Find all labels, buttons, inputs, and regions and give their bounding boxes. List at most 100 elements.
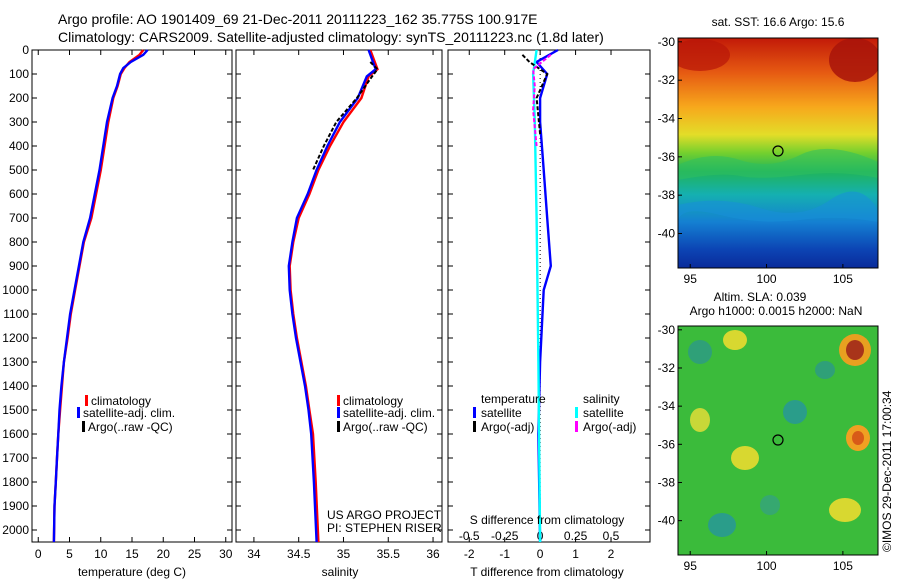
x-tick-label: 2 [608,547,615,561]
legend-label-sal-satellite: satellite [583,406,624,420]
series-line [531,49,542,543]
map-x-tick-label: 105 [833,272,853,286]
sla-anomaly [723,330,747,350]
map-x-tick-label: 100 [757,272,777,286]
x-tick-label: 5 [66,547,73,561]
salinity-series [287,49,379,543]
x-tick-label: 0 [537,547,544,561]
series-line [521,54,549,135]
sst-warm-core [829,38,878,82]
legend-swatch-sal-satellite [575,407,578,418]
map-y-tick-label: -32 [658,73,676,87]
map-y-tick-label: -36 [658,437,676,451]
series-line [52,49,149,543]
map-y-tick-label: -40 [658,227,676,241]
temperature-legend: climatology satellite-adj. clim. Argo(..… [77,394,175,434]
y-tick-label: 0 [22,43,29,57]
x-tick-label: 35.5 [377,547,401,561]
legend-header-salinity: salinity [583,392,620,406]
imos-timestamp: ©IMOS 29-Dec-2011 17:00:34 [880,390,894,552]
temperature-xlabel: temperature (deg C) [78,565,186,579]
legend-swatch-climatology [337,395,340,406]
legend-label-argo: Argo(..raw -QC) [343,420,428,434]
map-x-tick-label: 105 [833,559,853,573]
map-x-tick-label: 95 [684,559,698,573]
x-tick-label: -2 [464,547,475,561]
sla-anomaly [760,495,780,515]
legend-swatch-argo [337,421,340,432]
sst-map-features [678,38,878,222]
sla-map-ticks: 95 100 105 -30 -32 -34 -36 -38 -40 [658,323,854,573]
x2-tick-label: 0.5 [603,529,620,543]
x-tick-label: 0 [35,547,42,561]
difference-series [521,48,559,543]
map-x-tick-label: 95 [684,272,698,286]
x-tick-label: 10 [94,547,108,561]
legend-label-climatology: climatology [343,394,403,408]
difference-x2label: S difference from climatology [470,513,625,527]
y-tick-label: 1000 [2,283,29,297]
y-tick-label: 400 [9,139,29,153]
difference-xlabel: T difference from climatology [470,565,624,579]
salinity-legend: climatology satellite-adj. clim. Argo(..… [337,394,435,434]
legend-swatch-sal-argo [575,421,578,432]
temperature-panel: 0 5 10 15 20 25 300100200300400500600700800900… [2,43,232,579]
sla-map-subtitle: Argo h1000: 0.0015 h2000: NaN [690,304,863,318]
y-tick-label: 1500 [2,403,29,417]
legend-swatch-climatology [85,395,88,406]
pi-credit: PI: STEPHEN RISER [327,521,442,535]
difference-legend: temperature satellite Argo(-adj) salinit… [473,392,636,434]
legend-swatch-argo [82,421,85,432]
legend-label-satellite: satellite-adj. clim. [343,406,435,420]
sla-anomaly [708,513,736,537]
map-y-tick-label: -36 [658,150,676,164]
x2-tick-label: -0.25 [491,529,519,543]
sla-map-frame [677,325,879,556]
salinity-panel: 34 34.5 35 35.5 36 salinity climatology sate… [235,49,443,579]
sla-anomaly [688,340,712,364]
map-y-tick-label: -30 [658,35,676,49]
sst-argo-marker [772,145,784,157]
sla-anomaly [815,361,835,379]
y-tick-label: 1600 [2,427,29,441]
x-tick-label: 1 [572,547,579,561]
y-tick-label: 300 [9,115,29,129]
y-tick-label: 800 [9,235,29,249]
sla-anomaly [829,498,861,522]
sla-anomaly [783,400,807,424]
x2-tick-label: -0.5 [459,529,480,543]
difference-panel: -2 -1 0 1 2-0.5 -0.25 0 0.25 0.5 T difference fr… [447,48,651,579]
map-y-tick-label: -40 [658,514,676,528]
sla-map-panel: Altim. SLA: 0.039 Argo h1000: 0.0015 h20… [658,290,879,573]
x2-tick-label: 0.25 [564,529,588,543]
legend-swatch-temp-satellite [473,407,476,418]
sla-map-features [688,330,871,537]
x-tick-label: 20 [157,547,171,561]
y-tick-label: 500 [9,163,29,177]
figure-title-line2: Climatology: CARS2009. Satellite-adjuste… [58,29,604,45]
map-y-tick-label: -34 [658,112,676,126]
series-line [312,61,379,171]
map-y-tick-label: -34 [658,399,676,413]
legend-swatch-satellite [337,407,340,418]
y-tick-label: 600 [9,187,29,201]
sla-argo-marker [772,434,784,446]
map-y-tick-label: -30 [658,323,676,337]
y-tick-label: 2000 [2,523,29,537]
sla-anomaly [846,340,864,360]
legend-label-satellite: satellite-adj. clim. [83,406,175,420]
y-tick-label: 1300 [2,355,29,369]
temperature-ticks: 0 5 10 15 20 25 300100200300400500600700800900… [2,43,232,561]
sst-map-frame [677,37,879,269]
series-line [534,48,559,543]
legend-swatch-temp-argo [473,421,476,432]
legend-label-argo: Argo(..raw -QC) [88,420,173,434]
y-tick-label: 1700 [2,451,29,465]
y-tick-label: 100 [9,67,29,81]
sla-map-title: Altim. SLA: 0.039 [714,290,807,304]
salinity-ticks: 34 34.5 35 35.5 36 [236,49,442,561]
x-tick-label: 36 [426,547,440,561]
legend-header-temperature: temperature [481,392,546,406]
y-tick-label: 1800 [2,475,29,489]
